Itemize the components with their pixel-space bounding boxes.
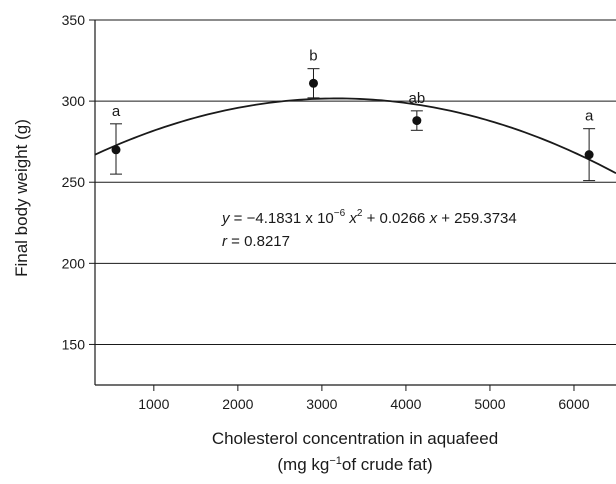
data-point-0 <box>111 145 121 155</box>
regression-equation: y = −4.1831 x 10−6 x2 + 0.0266 x + 259.3… <box>221 208 517 227</box>
data-point-1 <box>308 78 318 88</box>
eq-square: 2 <box>357 208 363 219</box>
correlation-coefficient: r = 0.8217 <box>222 233 290 250</box>
x-tick-label-1000: 1000 <box>138 396 169 412</box>
axes <box>89 19 616 391</box>
significance-letter-3: a <box>585 108 594 125</box>
eq-part3: + 259.3734 <box>437 210 517 227</box>
r-value: = 0.8217 <box>227 233 290 250</box>
x-units-sup: −1 <box>329 455 342 467</box>
data-point-2 <box>412 116 422 126</box>
significance-letter-1: b <box>309 48 317 65</box>
x-tick-label-3000: 3000 <box>306 396 337 412</box>
y-tick-label-150: 150 <box>62 336 86 352</box>
tick-labels: 150 200 250 300 350 1000 2000 3000 4000 5000 6000 <box>62 12 590 412</box>
x-units-post: of crude fat) <box>342 455 433 474</box>
x-tick-label-4000: 4000 <box>390 396 421 412</box>
significance-letter-0: a <box>112 103 121 120</box>
r-symbol: r <box>222 233 228 250</box>
x-units-pre: (mg kg <box>277 455 329 474</box>
y-tick-label-350: 350 <box>62 12 86 28</box>
grid-lines <box>95 100 616 345</box>
eq-y: y <box>221 210 231 227</box>
x-axis-title-units: (mg kg−1of crude fat) <box>277 455 432 474</box>
eq-part1: = −4.1831 x 10 <box>230 210 334 227</box>
significance-letter-2: ab <box>408 90 425 107</box>
eq-part2: + 0.0266 <box>362 210 429 227</box>
x-tick-label-2000: 2000 <box>222 396 253 412</box>
y-tick-label-300: 300 <box>62 93 86 109</box>
data-point-3 <box>584 150 594 160</box>
eq-x1: x <box>345 210 357 227</box>
y-tick-label-250: 250 <box>62 174 86 190</box>
y-tick-label-200: 200 <box>62 255 86 271</box>
eq-exponent: −6 <box>334 208 346 219</box>
fit-curve <box>94 97 616 175</box>
x-axis-title: Cholesterol concentration in aquafeed <box>212 429 498 448</box>
y-axis-title: Final body weight (g) <box>12 119 31 277</box>
x-tick-label-5000: 5000 <box>474 396 505 412</box>
x-tick-label-6000: 6000 <box>558 396 589 412</box>
eq-x2: x <box>429 210 438 227</box>
